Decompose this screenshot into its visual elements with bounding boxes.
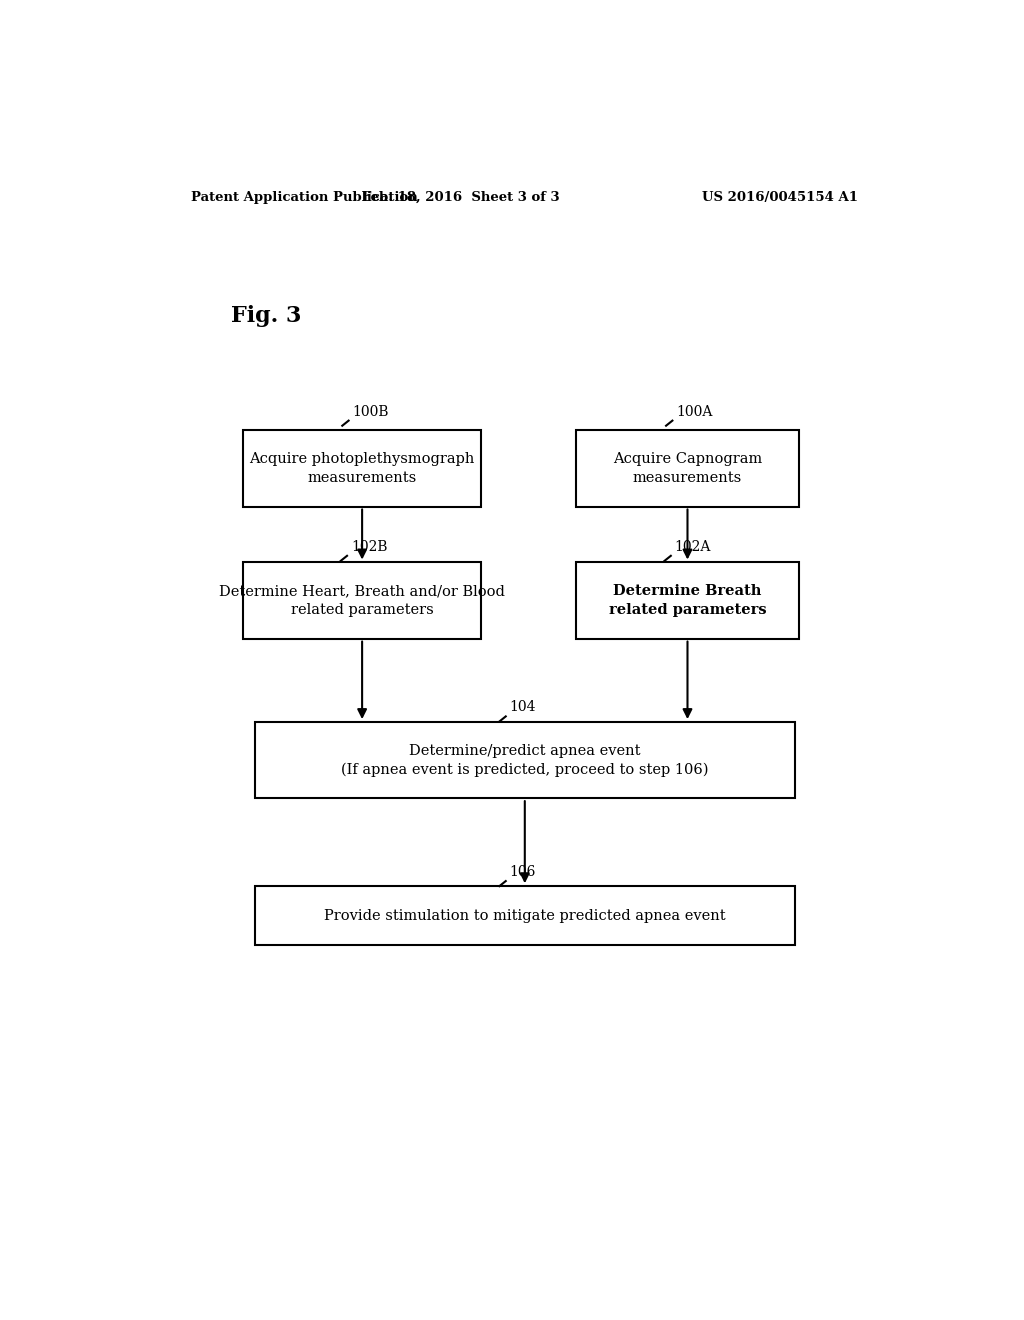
Bar <box>577 430 799 507</box>
Text: 104: 104 <box>510 701 537 714</box>
Text: 100B: 100B <box>352 405 389 418</box>
Text: US 2016/0045154 A1: US 2016/0045154 A1 <box>702 190 858 203</box>
Text: Acquire Capnogram
measurements: Acquire Capnogram measurements <box>612 453 762 484</box>
Text: 106: 106 <box>510 865 537 879</box>
Text: Provide stimulation to mitigate predicted apnea event: Provide stimulation to mitigate predicte… <box>324 908 726 923</box>
Text: 102B: 102B <box>351 540 387 554</box>
Text: Patent Application Publication: Patent Application Publication <box>191 190 418 203</box>
Bar <box>243 430 481 507</box>
Text: Acquire photoplethysmograph
measurements: Acquire photoplethysmograph measurements <box>250 453 475 484</box>
Bar <box>255 886 795 945</box>
Text: 100A: 100A <box>677 405 713 418</box>
Text: Feb. 18, 2016  Sheet 3 of 3: Feb. 18, 2016 Sheet 3 of 3 <box>362 190 560 203</box>
Text: Fig. 3: Fig. 3 <box>231 305 301 327</box>
Bar <box>577 562 799 639</box>
Text: Determine Breath
related parameters: Determine Breath related parameters <box>608 585 766 616</box>
Text: 102A: 102A <box>675 540 711 554</box>
Text: Determine/predict apnea event
(If apnea event is predicted, proceed to step 106): Determine/predict apnea event (If apnea … <box>341 743 709 776</box>
Bar <box>243 562 481 639</box>
Bar <box>255 722 795 799</box>
Text: Determine Heart, Breath and/or Blood
related parameters: Determine Heart, Breath and/or Blood rel… <box>219 585 505 616</box>
